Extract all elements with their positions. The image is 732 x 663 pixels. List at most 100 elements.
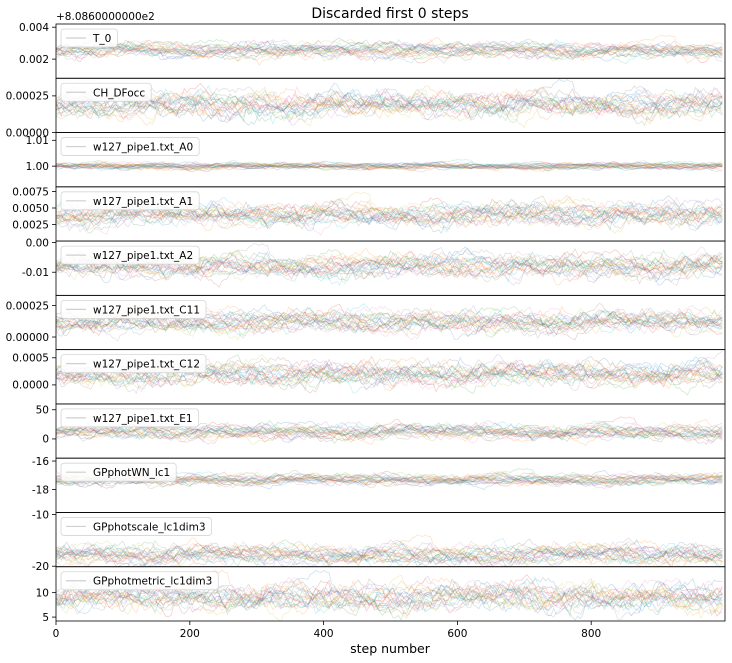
walker-trace-line	[56, 34, 723, 66]
walker-trace-line	[56, 258, 723, 287]
walker-trace-line	[56, 198, 723, 234]
walker-trace-line	[56, 39, 723, 60]
walker-trace-line	[56, 160, 723, 172]
walker-trace-line	[56, 581, 723, 616]
walker-trace-line	[56, 87, 723, 126]
walker-trace-line	[56, 199, 723, 236]
walker-trace-line	[56, 160, 723, 171]
walker-trace-line	[56, 420, 723, 441]
walker-trace-line	[56, 474, 723, 487]
walker-trace-line	[56, 161, 723, 172]
walker-trace-line	[56, 305, 723, 334]
panel-7: 50 0 w127_pipe1.txt_E1	[36, 403, 726, 459]
y-tick-label: 0.0005	[12, 353, 49, 365]
y-tick-label: 0.00000	[6, 332, 49, 344]
walker-trace-line	[56, 471, 723, 489]
walker-traces	[56, 468, 723, 491]
walker-trace-line	[56, 541, 723, 567]
walker-trace-line	[56, 308, 723, 338]
walker-trace-line	[56, 161, 723, 171]
walker-trace-line	[56, 248, 723, 285]
walker-trace-line	[56, 424, 723, 445]
walker-trace-line	[56, 248, 723, 281]
legend: w127_pipe1.txt_A0	[60, 137, 200, 156]
walker-trace-line	[56, 359, 723, 391]
walker-trace-line	[56, 251, 723, 283]
walker-trace-line	[56, 252, 723, 286]
walker-trace-line	[56, 366, 723, 395]
walker-trace-line	[56, 538, 719, 567]
walker-trace-line	[56, 537, 723, 567]
walker-trace-line	[56, 576, 723, 615]
walker-trace-line	[56, 416, 723, 440]
walker-traces	[56, 34, 723, 66]
walker-trace-line	[56, 251, 723, 281]
walker-trace-line	[56, 246, 723, 284]
walker-trace-line	[56, 541, 723, 567]
walker-trace-line	[56, 89, 723, 129]
walker-trace-line	[56, 92, 723, 123]
legend: w127_pipe1.txt_A2	[60, 245, 200, 265]
walker-trace-line	[56, 419, 723, 441]
walker-trace-line	[56, 82, 723, 123]
legend-label: T_0	[92, 33, 111, 45]
walker-trace-line	[56, 540, 723, 566]
legend-label: w127_pipe1.txt_A2	[93, 250, 193, 262]
x-axis-label: step number	[350, 641, 431, 656]
walker-trace-line	[56, 578, 723, 613]
walker-trace-line	[56, 419, 723, 442]
walker-trace-line	[56, 86, 723, 121]
walker-trace-line	[56, 569, 723, 611]
walker-traces	[56, 159, 723, 173]
panel-frame	[55, 566, 726, 622]
walker-trace-line	[56, 196, 723, 229]
walker-trace-line	[56, 162, 723, 172]
legend-box	[60, 28, 118, 48]
y-tick-label: -10	[32, 509, 49, 521]
walker-trace-line	[56, 303, 723, 337]
walker-trace-line	[56, 162, 723, 171]
legend-box	[60, 191, 200, 211]
walker-trace-line	[56, 82, 723, 120]
walker-trace-line	[56, 85, 723, 120]
x-tick-label: 200	[180, 628, 200, 640]
walker-trace-line	[56, 159, 723, 170]
y-tick-label: -20	[32, 561, 49, 573]
walker-trace-line	[56, 85, 723, 125]
walker-trace-line	[56, 40, 723, 62]
walker-trace-line	[56, 353, 723, 388]
legend: w127_pipe1.txt_A1	[60, 191, 200, 211]
walker-trace-line	[56, 84, 723, 126]
legend-box	[60, 137, 200, 156]
walker-trace-line	[56, 420, 723, 441]
walker-trace-line	[56, 307, 723, 333]
walker-trace-line	[56, 161, 723, 172]
walker-trace-line	[56, 40, 723, 63]
walker-trace-line	[56, 87, 723, 126]
walker-trace-line	[56, 246, 723, 282]
walker-trace-line	[56, 356, 723, 388]
walker-trace-line	[56, 41, 723, 62]
walker-trace-line	[56, 541, 723, 567]
legend-box	[60, 462, 177, 482]
walker-trace-line	[56, 357, 723, 391]
walker-traces	[56, 534, 723, 567]
y-tick-label: 1.01	[26, 135, 49, 147]
walker-trace-line	[56, 353, 723, 391]
legend-label: CH_DFocc	[93, 87, 145, 99]
walker-trace-line	[56, 88, 723, 123]
walker-trace-line	[56, 577, 723, 614]
walker-trace-line	[56, 42, 723, 62]
walker-trace-line	[56, 200, 723, 232]
y-tick-label: 0.0075	[12, 186, 49, 198]
walker-trace-line	[56, 470, 723, 489]
walker-trace-line	[56, 541, 723, 567]
walker-trace-line	[56, 421, 723, 445]
walker-trace-line	[56, 38, 723, 59]
walker-trace-line	[56, 86, 723, 120]
walker-trace-line	[56, 534, 723, 566]
walker-trace-line	[56, 84, 723, 121]
legend: w127_pipe1.txt_C12	[60, 354, 207, 374]
y-tick-label: 0.00025	[6, 300, 49, 312]
